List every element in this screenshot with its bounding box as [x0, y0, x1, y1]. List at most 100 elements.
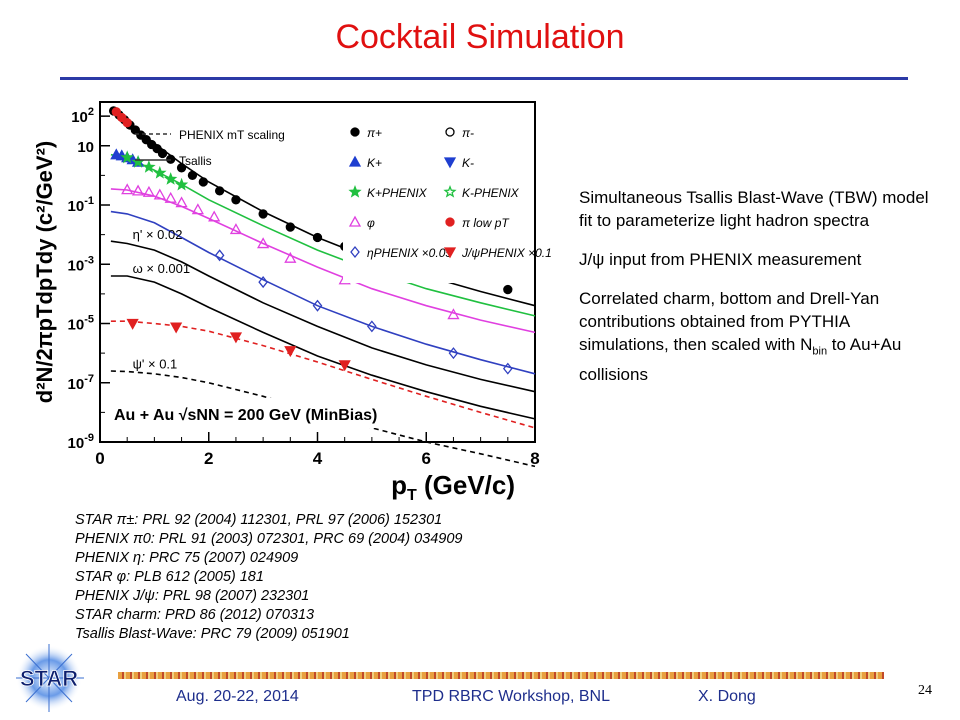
data-point: [231, 195, 241, 205]
data-point: [229, 332, 243, 344]
reference-item: PHENIX J/ψ: PRL 98 (2007) 232301: [75, 588, 310, 604]
data-point: [126, 318, 139, 330]
y-axis-label: d²N/2πpTdpTdy (c²/GeV²): [32, 141, 57, 404]
x-tick-label: 4: [313, 449, 323, 468]
data-point: [312, 299, 323, 312]
data-point: [122, 118, 132, 128]
reference-item: STAR charm: PRD 86 (2012) 070313: [75, 607, 315, 623]
curve-line: [110, 210, 536, 375]
legend-marker: [350, 245, 360, 259]
data-point: [142, 185, 156, 197]
data-point: [258, 276, 268, 289]
data-point: [117, 112, 127, 123]
note-correlated-text: Correlated charm, bottom and Drell-Yan c…: [579, 289, 880, 354]
note-correlated: Correlated charm, bottom and Drell-Yan c…: [579, 287, 939, 386]
title-divider: [60, 77, 908, 80]
data-point: [142, 160, 156, 173]
legend-marker: [348, 184, 362, 198]
x-tick-label: 0: [95, 449, 104, 468]
curve-line: [110, 240, 536, 393]
y-tick-label: 10-9: [68, 432, 94, 452]
reference-item: PHENIX η: PRC 75 (2007) 024909: [75, 550, 299, 566]
footer-decoration: [118, 672, 884, 679]
legend-marker: [348, 215, 362, 227]
curve-label: ψ' × 0.1: [133, 357, 178, 372]
data-point: [187, 170, 198, 181]
legend-marker: [443, 157, 457, 169]
legend-label: φ: [367, 216, 375, 230]
data-point: [284, 346, 297, 358]
legend-marker: [443, 184, 457, 198]
annotation-bg: [108, 398, 408, 428]
footer-date: Aug. 20-22, 2014: [176, 688, 299, 705]
x-tick-label: 6: [422, 449, 431, 468]
y-tick-label: 10-5: [68, 314, 94, 334]
legend-label: π-: [462, 126, 474, 140]
legend-label: K-: [462, 156, 474, 170]
data-point: [153, 188, 166, 200]
data-point: [191, 203, 204, 215]
data-point: [111, 107, 121, 117]
star-logo: STAR: [16, 644, 84, 712]
page-number: 24: [918, 683, 932, 698]
data-point: [448, 347, 459, 360]
spectra-chart: 0 2 4 6 8 10-9 10-7 10-5 10-3 10-1 10 102 pT (GeV/c)…: [32, 101, 552, 502]
note-jpsi: J/ψ input from PHENIX measurement: [579, 250, 862, 269]
legend-background: [343, 118, 531, 283]
curve-label: η' × 0.02: [133, 227, 183, 242]
data-point: [285, 222, 295, 232]
data-point: [312, 232, 323, 243]
data-point: [214, 186, 225, 196]
data-point: [258, 209, 268, 219]
legend-label: K+: [367, 156, 382, 170]
y-tick-label: 102: [71, 106, 94, 126]
legend-marker: [348, 155, 362, 167]
notes-panel: Simultaneous Tsallis Blast-Wave (TBW) mo…: [579, 186, 939, 402]
references-list: STAR π±: PRL 92 (2004) 112301, PRL 97 (2…: [75, 511, 463, 644]
data-point: [447, 308, 460, 320]
legend-marker: [445, 127, 455, 137]
y-tick-label: 10-3: [68, 254, 94, 274]
x-tick-label: 2: [204, 449, 213, 468]
data-point: [176, 163, 187, 173]
reference-item: STAR φ: PLB 612 (2005) 181: [75, 569, 264, 585]
y-tick-label: 10-7: [68, 373, 94, 393]
legend-line-label: PHENIX mT scaling: [179, 128, 285, 142]
reference-item: STAR π±: PRL 92 (2004) 112301, PRL 97 (2…: [75, 512, 443, 528]
data-point: [175, 196, 188, 208]
legend-label: K+PHENIX: [367, 186, 428, 200]
legend-marker: [443, 247, 457, 259]
data-point: [208, 210, 221, 222]
legend-marker: [350, 127, 360, 137]
data-point: [164, 191, 177, 203]
data-point: [120, 150, 134, 164]
note-nbin-subscript: bin: [812, 345, 828, 358]
curve-line: [110, 370, 536, 468]
reference-item: PHENIX π0: PRL 91 (2003) 072301, PRC 69 …: [75, 531, 463, 547]
note-correlated-tail: to Au+Au collisions: [579, 335, 902, 385]
data-point: [170, 322, 183, 334]
data-point: [157, 148, 168, 159]
data-point: [502, 362, 513, 375]
data-point: [198, 177, 208, 187]
curve-line: [110, 320, 536, 429]
data-point: [503, 284, 513, 295]
note-tsallis: Simultaneous Tsallis Blast-Wave (TBW) mo…: [579, 188, 929, 230]
legend-label: J/ψPHENIX ×0.1: [461, 246, 552, 260]
data-point: [367, 320, 377, 333]
legend-line-label: Tsallis: [179, 154, 212, 168]
data-point: [257, 237, 270, 249]
data-point: [153, 165, 167, 179]
data-point: [284, 251, 297, 263]
footer-author: X. Dong: [698, 688, 756, 705]
energy-annotation: Au + Au √sNN = 200 GeV (MinBias): [114, 407, 377, 424]
data-point: [214, 249, 225, 262]
data-point: [338, 360, 351, 372]
data-point: [229, 223, 243, 235]
data-point: [131, 184, 145, 196]
curve-line: [110, 275, 536, 420]
data-point: [174, 177, 189, 191]
reference-item: Tsallis Blast-Wave: PRC 79 (2009) 051901: [75, 626, 350, 642]
star-logo-text: STAR: [20, 666, 78, 691]
y-tick-label: 10: [77, 139, 94, 156]
